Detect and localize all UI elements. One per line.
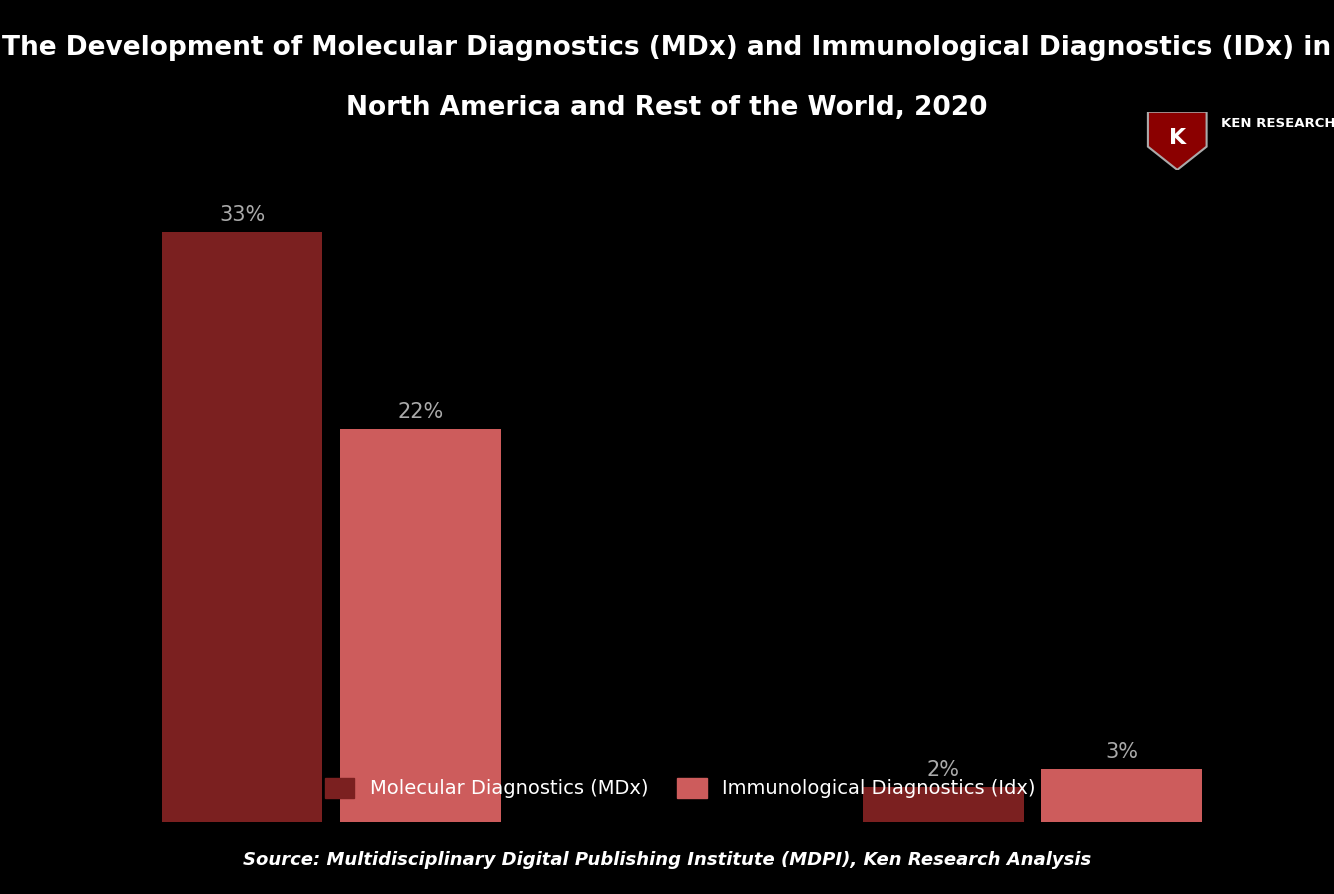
Legend: Molecular Diagnostics (MDx), Immunological Diagnostics (Idx): Molecular Diagnostics (MDx), Immunologic… [317, 770, 1043, 806]
Text: Source: Multidisciplinary Digital Publishing Institute (MDPI), Ken Research Anal: Source: Multidisciplinary Digital Publis… [243, 851, 1091, 870]
Bar [863, 787, 1023, 822]
Text: North America and Rest of the World, 2020: North America and Rest of the World, 202… [347, 95, 987, 121]
Text: K: K [1169, 128, 1186, 148]
Bar [1042, 769, 1202, 822]
Polygon shape [1147, 112, 1206, 170]
Text: The Development of Molecular Diagnostics (MDx) and Immunological Diagnostics (ID: The Development of Molecular Diagnostics… [3, 36, 1331, 62]
Text: 3%: 3% [1105, 742, 1138, 762]
Text: 22%: 22% [398, 402, 443, 422]
Text: KEN RESEARCH: KEN RESEARCH [1221, 117, 1334, 130]
Text: 2%: 2% [927, 760, 960, 780]
Bar [340, 429, 500, 822]
Text: 33%: 33% [219, 206, 265, 225]
Bar [161, 232, 323, 822]
